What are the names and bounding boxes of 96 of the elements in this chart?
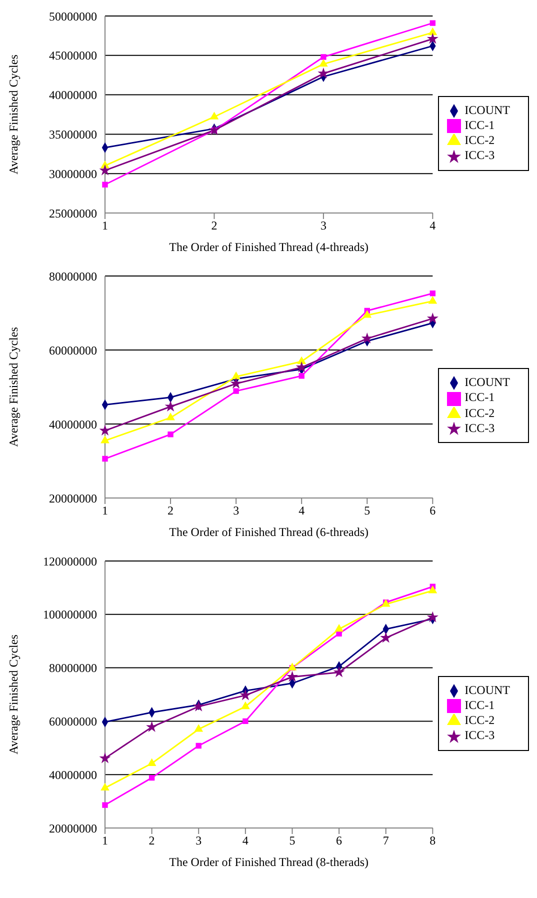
y-tick-label: 20000000: [49, 821, 97, 836]
y-tick-label: 25000000: [49, 206, 97, 220]
point: [100, 166, 110, 175]
x-tick-label: 4: [430, 218, 436, 233]
x-tick-label: 2: [211, 218, 218, 233]
point: [288, 672, 297, 681]
x-axis-title: The Order of Finished Thread (8-therads): [169, 855, 369, 869]
y-axis-title: Average Finished Cycles: [6, 54, 20, 174]
y-tick-label: 80000000: [49, 269, 97, 284]
point: [148, 758, 156, 766]
point: [298, 373, 304, 379]
point: [194, 724, 203, 732]
point: [166, 413, 175, 420]
y-tick-label: 60000000: [49, 343, 97, 358]
point: [102, 717, 108, 727]
point: [428, 28, 437, 36]
x-tick-label: 3: [320, 218, 326, 233]
point: [102, 182, 108, 188]
x-tick-label: 2: [148, 834, 155, 848]
point: [334, 624, 344, 632]
point: [242, 718, 248, 724]
point: [102, 456, 108, 462]
point: [430, 290, 436, 296]
point: [241, 702, 250, 710]
y-tick-label: 20000000: [49, 491, 97, 506]
point: [168, 432, 174, 438]
y-tick-label: 45000000: [49, 48, 97, 63]
legend-label: ICC-2: [464, 406, 495, 420]
x-axis-title: The Order of Finished Thread (6-threads): [169, 525, 369, 539]
x-tick-label: 4: [298, 504, 305, 518]
x-tick-label: 6: [430, 504, 436, 518]
x-tick-label: 5: [364, 504, 370, 518]
x-tick-label: 8: [430, 834, 436, 848]
legend-label: ICC-2: [464, 713, 495, 727]
point: [100, 753, 110, 762]
point: [231, 378, 241, 388]
point: [232, 372, 240, 380]
y-tick-label: 120000000: [43, 554, 97, 568]
legend-label: ICC-3: [464, 148, 495, 162]
x-tick-label: 3: [233, 504, 240, 518]
point: [240, 690, 250, 700]
point: [320, 54, 326, 60]
point: [428, 612, 438, 622]
y-tick-label: 30000000: [49, 166, 97, 181]
x-tick-label: 5: [289, 834, 296, 848]
y-axis-title: Average Finished Cycles: [6, 326, 20, 447]
y-tick-label: 35000000: [49, 127, 97, 142]
y-tick-label: 50000000: [49, 9, 97, 24]
point: [210, 112, 218, 120]
y-tick-label: 40000000: [49, 417, 97, 432]
point: [428, 586, 437, 594]
y-tick-label: 40000000: [49, 88, 97, 102]
point: [363, 310, 372, 318]
legend-label: ICC-1: [464, 118, 495, 132]
legend-label: ICC-3: [464, 728, 495, 742]
x-tick-label: 6: [336, 834, 342, 848]
point: [100, 436, 110, 444]
x-axis-title: The Order of Finished Thread (4-threads): [169, 240, 369, 254]
legend-label: ICC-1: [464, 698, 495, 712]
point: [428, 314, 438, 323]
point: [102, 802, 108, 808]
y-axis-title: Average Finished Cycles: [6, 634, 20, 754]
point: [166, 402, 176, 411]
y-tick-label: 80000000: [49, 661, 97, 676]
x-tick-label: 7: [382, 834, 389, 848]
x-tick-label: 4: [242, 834, 248, 848]
point: [381, 632, 391, 642]
y-tick-label: 40000000: [49, 768, 97, 782]
x-tick-label: 3: [196, 834, 202, 848]
x-tick-label: 2: [168, 504, 174, 518]
point: [362, 334, 372, 343]
legend-label: ICC-2: [464, 133, 495, 147]
point: [296, 362, 306, 372]
y-tick-label: 100000000: [43, 608, 97, 622]
x-tick-label: 1: [102, 834, 108, 848]
point: [102, 142, 108, 152]
point: [233, 388, 239, 394]
point: [428, 34, 438, 43]
x-tick-label: 1: [102, 218, 108, 233]
point: [318, 68, 328, 78]
point: [147, 722, 157, 732]
legend-label: ICOUNT: [464, 375, 510, 389]
point: [430, 20, 436, 26]
point: [428, 296, 437, 304]
x-tick-label: 1: [102, 504, 108, 518]
legend-label: ICOUNT: [464, 102, 510, 116]
legend-label: ICC-3: [464, 420, 495, 435]
point: [298, 356, 306, 364]
point: [334, 667, 344, 676]
point: [100, 426, 110, 435]
y-tick-label: 60000000: [49, 714, 97, 728]
point: [196, 742, 202, 749]
legend-label: ICOUNT: [464, 682, 510, 696]
legend-label: ICC-1: [464, 390, 495, 404]
point: [100, 783, 110, 791]
point: [148, 774, 155, 781]
